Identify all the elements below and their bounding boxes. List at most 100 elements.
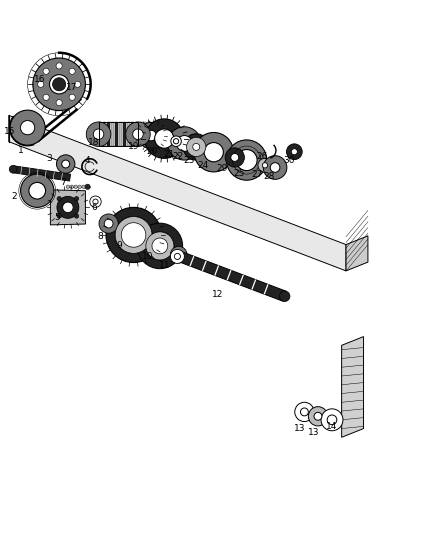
Circle shape xyxy=(236,150,257,171)
Text: 28: 28 xyxy=(264,172,275,181)
Circle shape xyxy=(193,143,200,150)
Circle shape xyxy=(21,120,35,135)
Circle shape xyxy=(21,120,35,135)
Text: 29: 29 xyxy=(216,164,227,173)
Circle shape xyxy=(270,163,280,172)
Circle shape xyxy=(74,185,78,189)
Text: 5: 5 xyxy=(54,213,60,222)
Circle shape xyxy=(93,199,98,204)
Polygon shape xyxy=(135,122,138,147)
Circle shape xyxy=(93,129,104,140)
Text: 23: 23 xyxy=(183,156,194,165)
Polygon shape xyxy=(156,122,159,147)
Text: 27: 27 xyxy=(252,171,263,180)
Text: 16: 16 xyxy=(34,75,45,84)
Circle shape xyxy=(115,216,152,253)
Circle shape xyxy=(262,163,268,168)
Text: 10: 10 xyxy=(142,252,154,261)
Text: 17: 17 xyxy=(66,83,77,92)
Circle shape xyxy=(57,197,79,219)
Circle shape xyxy=(133,129,143,140)
Text: 24: 24 xyxy=(198,161,209,170)
Text: 1: 1 xyxy=(18,146,24,155)
Circle shape xyxy=(21,174,54,207)
Polygon shape xyxy=(50,190,85,225)
Text: 6: 6 xyxy=(91,203,97,212)
Polygon shape xyxy=(178,252,286,301)
Text: 14: 14 xyxy=(326,422,337,431)
Circle shape xyxy=(291,149,297,155)
Circle shape xyxy=(69,68,75,74)
Circle shape xyxy=(90,196,101,207)
Text: 13: 13 xyxy=(294,424,305,433)
Circle shape xyxy=(314,413,322,420)
Text: 8: 8 xyxy=(97,232,103,241)
Circle shape xyxy=(146,232,174,260)
Circle shape xyxy=(121,223,146,247)
Circle shape xyxy=(57,214,61,218)
Circle shape xyxy=(29,182,46,199)
Text: 20: 20 xyxy=(147,147,158,156)
Circle shape xyxy=(263,156,287,179)
Circle shape xyxy=(53,78,66,91)
Circle shape xyxy=(187,138,206,157)
Circle shape xyxy=(173,139,179,144)
Circle shape xyxy=(43,68,49,74)
Text: 7: 7 xyxy=(60,179,67,187)
Text: 9: 9 xyxy=(116,241,122,251)
Circle shape xyxy=(168,127,201,160)
Polygon shape xyxy=(152,122,155,147)
Circle shape xyxy=(177,135,192,151)
Text: 26: 26 xyxy=(256,151,268,160)
Circle shape xyxy=(226,140,267,180)
Polygon shape xyxy=(127,122,130,147)
Text: 12: 12 xyxy=(212,290,223,300)
Circle shape xyxy=(152,238,168,254)
Circle shape xyxy=(57,155,75,173)
Text: 25: 25 xyxy=(233,169,244,177)
Circle shape xyxy=(86,122,111,147)
Circle shape xyxy=(193,143,200,150)
Text: 13: 13 xyxy=(308,428,319,437)
Circle shape xyxy=(70,185,74,189)
Circle shape xyxy=(321,409,343,431)
Circle shape xyxy=(308,407,328,426)
Text: 11: 11 xyxy=(159,261,170,270)
Circle shape xyxy=(258,158,272,172)
Circle shape xyxy=(104,219,113,228)
Polygon shape xyxy=(13,166,71,181)
Circle shape xyxy=(56,63,62,69)
Circle shape xyxy=(175,251,182,258)
Circle shape xyxy=(171,136,181,147)
Circle shape xyxy=(56,100,62,106)
Polygon shape xyxy=(144,122,147,147)
Circle shape xyxy=(295,402,314,422)
Polygon shape xyxy=(342,336,364,437)
Circle shape xyxy=(174,253,180,260)
Polygon shape xyxy=(346,236,368,271)
Circle shape xyxy=(155,129,174,148)
Circle shape xyxy=(38,81,44,87)
Circle shape xyxy=(126,122,150,147)
Circle shape xyxy=(146,232,174,260)
Polygon shape xyxy=(148,122,151,147)
Circle shape xyxy=(62,160,70,168)
Circle shape xyxy=(286,144,302,159)
Circle shape xyxy=(82,185,85,189)
Text: 19: 19 xyxy=(128,142,139,151)
Circle shape xyxy=(137,223,183,269)
Circle shape xyxy=(43,94,49,100)
Circle shape xyxy=(183,134,209,160)
Text: 15: 15 xyxy=(4,127,15,136)
Circle shape xyxy=(74,197,79,201)
Circle shape xyxy=(78,185,81,189)
Polygon shape xyxy=(115,122,118,147)
Text: 22: 22 xyxy=(172,152,184,161)
Text: 30: 30 xyxy=(284,157,295,165)
Circle shape xyxy=(327,415,337,425)
Text: 3: 3 xyxy=(46,154,52,163)
Circle shape xyxy=(99,214,118,233)
Polygon shape xyxy=(107,122,110,147)
Text: 4: 4 xyxy=(85,156,90,165)
Polygon shape xyxy=(111,122,114,147)
